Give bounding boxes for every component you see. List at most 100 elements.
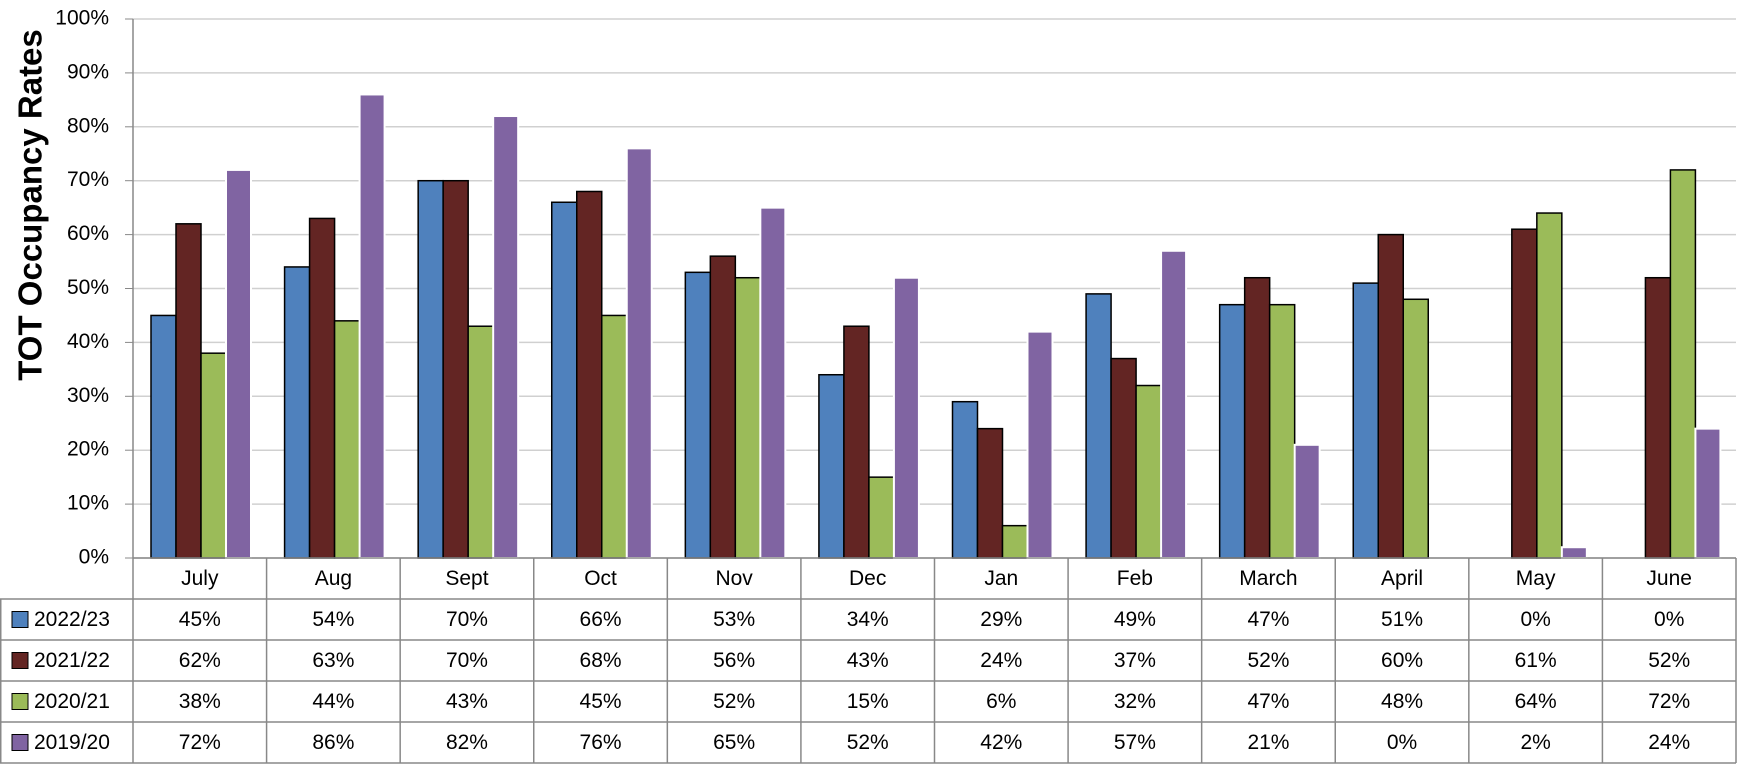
- table-value: 53%: [713, 608, 755, 631]
- bar: [601, 314, 628, 559]
- table-value: 52%: [1648, 649, 1690, 672]
- y-tick-label: 40%: [67, 330, 109, 353]
- table-value: 51%: [1381, 608, 1423, 631]
- table-value: 49%: [1114, 608, 1156, 631]
- table-value: 29%: [980, 608, 1022, 631]
- y-tick-label: 30%: [67, 384, 109, 407]
- bar: [1536, 212, 1563, 559]
- bar: [417, 179, 444, 559]
- table-value: 63%: [312, 649, 354, 672]
- table-value: 72%: [1648, 690, 1690, 713]
- bar: [492, 115, 520, 560]
- x-tick-label: Aug: [315, 567, 352, 590]
- bar: [759, 206, 787, 559]
- table-value: 34%: [847, 608, 889, 631]
- table-value: 72%: [179, 731, 221, 754]
- table-value: 56%: [713, 649, 755, 672]
- bar: [818, 373, 845, 559]
- table-value: 82%: [446, 731, 488, 754]
- bar: [1243, 276, 1271, 559]
- bar: [175, 223, 202, 559]
- legend-key: [11, 611, 29, 628]
- bar: [1402, 298, 1429, 559]
- table-value: 0%: [1654, 608, 1684, 631]
- y-tick-label: 80%: [67, 114, 109, 137]
- legend-key: [11, 734, 29, 751]
- table-value: 43%: [446, 690, 488, 713]
- table-value: 70%: [446, 608, 488, 631]
- bar: [625, 147, 653, 560]
- y-tick-label: 50%: [67, 276, 109, 299]
- table-value: 42%: [980, 731, 1022, 754]
- bar: [1085, 293, 1112, 559]
- table-value: 70%: [446, 649, 488, 672]
- table-value: 62%: [179, 649, 221, 672]
- x-tick-label: March: [1239, 567, 1297, 590]
- bar: [1352, 282, 1379, 559]
- table-value: 60%: [1381, 649, 1423, 672]
- bar: [225, 168, 252, 559]
- bar: [1694, 427, 1722, 560]
- y-axis-title: TOT Occupancy Rates: [12, 29, 49, 381]
- bar: [200, 352, 227, 559]
- legend-label: 2021/22: [34, 649, 110, 672]
- bar: [1160, 249, 1188, 560]
- y-tick-label: 60%: [67, 222, 109, 245]
- y-tick-label: 10%: [67, 492, 109, 515]
- legend-key: [11, 693, 29, 710]
- table-value: 21%: [1247, 731, 1289, 754]
- x-tick-label: April: [1381, 567, 1423, 590]
- bar: [734, 276, 762, 559]
- table-value: 44%: [312, 690, 354, 713]
- table-value: 2%: [1520, 731, 1550, 754]
- bar: [868, 476, 895, 559]
- y-tick-label: 90%: [67, 60, 109, 83]
- legend-label: 2020/21: [34, 690, 110, 713]
- table-value: 24%: [1648, 731, 1690, 754]
- bar: [1377, 233, 1404, 559]
- bar: [1511, 228, 1538, 559]
- x-tick-label: Sept: [445, 567, 488, 590]
- legend-key: [11, 652, 29, 669]
- bar: [442, 179, 469, 559]
- table-value: 15%: [847, 690, 889, 713]
- bar: [1669, 169, 1697, 559]
- table-value: 64%: [1515, 690, 1557, 713]
- legend-label: 2022/23: [34, 608, 110, 631]
- x-tick-label: June: [1646, 567, 1692, 590]
- table-value: 32%: [1114, 690, 1156, 713]
- y-tick-label: 0%: [79, 546, 109, 569]
- x-tick-label: Oct: [584, 567, 617, 590]
- bar: [1001, 524, 1029, 559]
- y-tick-label: 100%: [55, 7, 109, 30]
- table-value: 45%: [580, 690, 622, 713]
- legend-label: 2019/20: [34, 731, 110, 754]
- bar: [358, 93, 386, 560]
- table-value: 37%: [1114, 649, 1156, 672]
- table-value: 0%: [1520, 608, 1550, 631]
- table-value: 52%: [713, 690, 755, 713]
- bar: [1560, 546, 1588, 559]
- bar: [283, 266, 311, 559]
- table-value: 61%: [1515, 649, 1557, 672]
- bar: [150, 314, 177, 559]
- table-value: 68%: [580, 649, 622, 672]
- bar: [843, 325, 870, 559]
- table-value: 43%: [847, 649, 889, 672]
- bar: [1135, 384, 1162, 559]
- bar: [467, 325, 494, 559]
- bar: [1268, 303, 1296, 559]
- table-value: 38%: [179, 690, 221, 713]
- table-value: 0%: [1387, 731, 1417, 754]
- bar: [576, 190, 603, 559]
- table-value: 52%: [1247, 649, 1289, 672]
- x-tick-label: Nov: [715, 567, 753, 590]
- bar: [976, 427, 1004, 559]
- bar: [684, 271, 712, 559]
- table-value: 6%: [986, 690, 1016, 713]
- bar: [892, 276, 920, 559]
- x-tick-label: Feb: [1117, 567, 1153, 590]
- bar: [333, 320, 361, 559]
- bar: [951, 400, 979, 559]
